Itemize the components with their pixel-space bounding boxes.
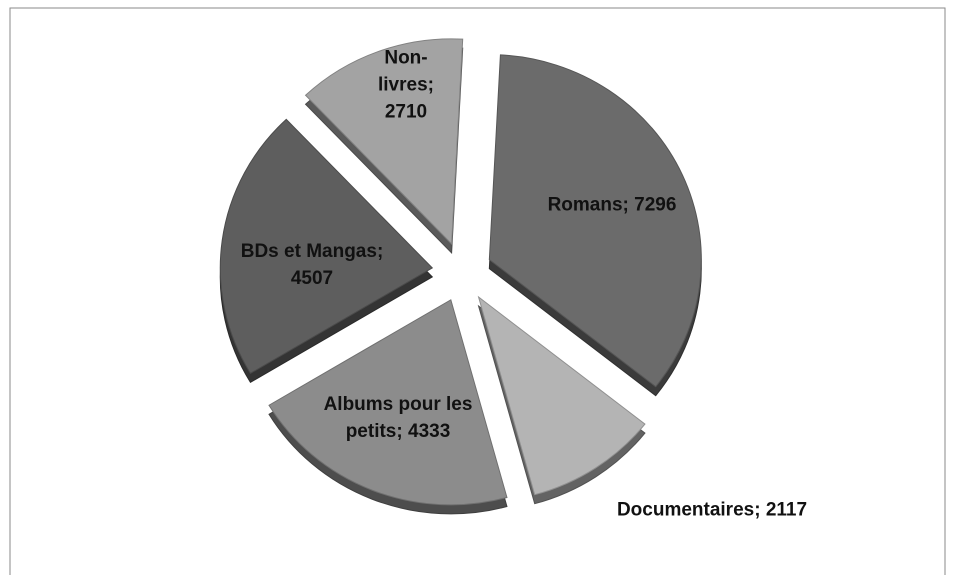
slice-top bbox=[477, 295, 646, 496]
category-name: Documentaires bbox=[616, 499, 755, 521]
pie-slice bbox=[488, 54, 702, 397]
label-separator: ; bbox=[396, 421, 408, 442]
category-name: BDs et Mangas bbox=[240, 241, 377, 262]
category-name: Non-livres bbox=[378, 47, 428, 96]
slice-top bbox=[219, 118, 434, 375]
data-label: Albums pour les petits; 4333 bbox=[318, 391, 478, 445]
data-label: BDs et Mangas; 4507 bbox=[217, 238, 407, 292]
slice-top bbox=[304, 38, 464, 246]
slice-top bbox=[268, 299, 508, 506]
value-label: 7296 bbox=[634, 194, 677, 216]
label-separator: ; bbox=[754, 499, 766, 521]
data-label: Non-livres; 2710 bbox=[371, 45, 441, 126]
value-label: 4507 bbox=[290, 268, 334, 289]
pie-slice bbox=[477, 295, 646, 505]
category-name: Albums pour les petits bbox=[323, 394, 473, 442]
pie-slice bbox=[268, 299, 508, 515]
label-separator: ; bbox=[376, 241, 384, 262]
data-label: Romans; 7296 bbox=[507, 192, 717, 219]
label-separator: ; bbox=[427, 74, 434, 96]
pie-slice bbox=[219, 118, 434, 384]
value-label: 2117 bbox=[765, 499, 808, 521]
pie-slice bbox=[304, 38, 464, 255]
category-name: Romans bbox=[547, 194, 623, 216]
value-label: 2710 bbox=[384, 101, 428, 123]
slice-top bbox=[488, 54, 702, 388]
chart-frame bbox=[9, 7, 946, 575]
data-label: Documentaires; 2117 bbox=[607, 497, 817, 524]
value-label: 4333 bbox=[408, 421, 451, 442]
label-separator: ; bbox=[622, 194, 635, 216]
